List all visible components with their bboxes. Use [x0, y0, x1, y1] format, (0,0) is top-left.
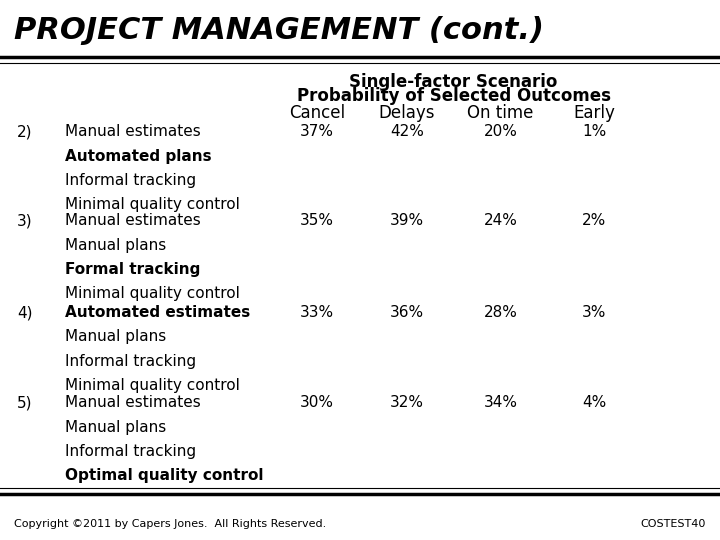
Text: 24%: 24% — [483, 213, 518, 228]
Text: Probability of Selected Outcomes: Probability of Selected Outcomes — [297, 87, 611, 105]
Text: 2%: 2% — [582, 213, 606, 228]
Text: Manual plans: Manual plans — [65, 238, 166, 253]
Text: Delays: Delays — [379, 104, 435, 122]
Text: Copyright ©2011 by Capers Jones.  All Rights Reserved.: Copyright ©2011 by Capers Jones. All Rig… — [14, 519, 327, 530]
Text: Cancel: Cancel — [289, 104, 345, 122]
Text: Informal tracking: Informal tracking — [65, 354, 196, 369]
Text: 39%: 39% — [390, 213, 424, 228]
Text: Manual estimates: Manual estimates — [65, 395, 201, 410]
Text: Optimal quality control: Optimal quality control — [65, 468, 264, 483]
Text: 2): 2) — [17, 124, 32, 139]
Text: Early: Early — [573, 104, 615, 122]
Text: Minimal quality control: Minimal quality control — [65, 378, 240, 393]
Text: 34%: 34% — [483, 395, 518, 410]
Text: PROJECT MANAGEMENT (cont.): PROJECT MANAGEMENT (cont.) — [14, 16, 544, 45]
Text: 30%: 30% — [300, 395, 334, 410]
Text: Automated plans: Automated plans — [65, 148, 212, 164]
Text: Informal tracking: Informal tracking — [65, 173, 196, 188]
Text: 20%: 20% — [483, 124, 518, 139]
Text: Manual estimates: Manual estimates — [65, 213, 201, 228]
Text: Manual plans: Manual plans — [65, 420, 166, 435]
Text: 3): 3) — [17, 213, 32, 228]
Text: Informal tracking: Informal tracking — [65, 444, 196, 459]
Text: Manual estimates: Manual estimates — [65, 124, 201, 139]
Text: COSTEST40: COSTEST40 — [640, 519, 706, 530]
Text: 32%: 32% — [390, 395, 424, 410]
Text: 5): 5) — [17, 395, 32, 410]
Text: 36%: 36% — [390, 305, 424, 320]
Text: Minimal quality control: Minimal quality control — [65, 286, 240, 301]
Text: 4%: 4% — [582, 395, 606, 410]
Text: 3%: 3% — [582, 305, 606, 320]
Text: Formal tracking: Formal tracking — [65, 262, 200, 277]
Text: 33%: 33% — [300, 305, 334, 320]
Text: 28%: 28% — [483, 305, 518, 320]
Text: 37%: 37% — [300, 124, 334, 139]
Text: Automated estimates: Automated estimates — [65, 305, 250, 320]
Text: 4): 4) — [17, 305, 32, 320]
Text: Manual plans: Manual plans — [65, 329, 166, 345]
Text: 35%: 35% — [300, 213, 334, 228]
Text: 42%: 42% — [390, 124, 424, 139]
Text: Single-factor Scenario: Single-factor Scenario — [349, 73, 558, 91]
Text: On time: On time — [467, 104, 534, 122]
Text: 1%: 1% — [582, 124, 606, 139]
Text: Minimal quality control: Minimal quality control — [65, 197, 240, 212]
